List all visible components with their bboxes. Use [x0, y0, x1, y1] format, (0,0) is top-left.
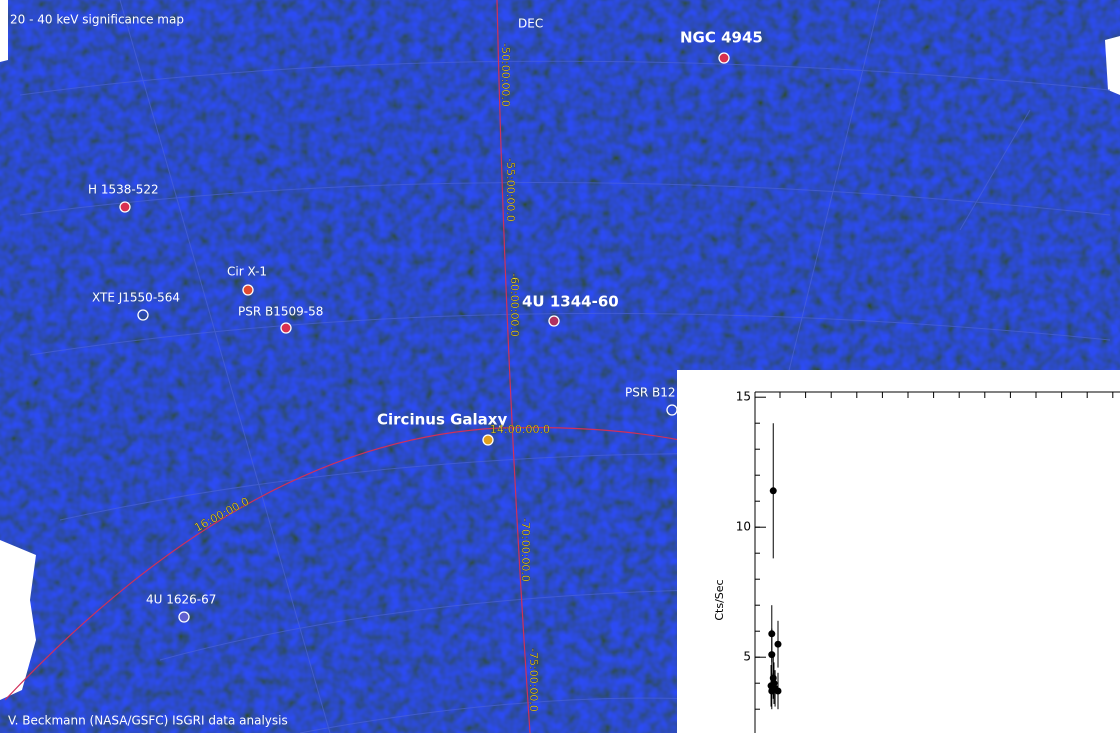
- data-point: [768, 651, 775, 658]
- source-label: H 1538-522: [88, 183, 159, 197]
- grid-label: -70:00:00.0: [519, 518, 532, 582]
- grid-label: -75:00:00.0: [527, 648, 540, 712]
- source-marker: [483, 435, 493, 445]
- grid-label: -60:00:00.0: [508, 273, 521, 337]
- source-marker: [549, 316, 559, 326]
- source-marker: [281, 323, 291, 333]
- data-point: [772, 685, 779, 692]
- axis-label: DEC: [518, 17, 543, 31]
- data-point: [774, 641, 781, 648]
- y-tick-label: 5: [743, 650, 751, 664]
- map-title: 20 - 40 keV significance map: [10, 13, 184, 27]
- source-label: Cir X-1: [227, 265, 267, 279]
- source-marker: [243, 285, 253, 295]
- y-tick-label: 10: [736, 520, 751, 534]
- grid-label: -55:00:00.0: [504, 158, 517, 222]
- source-label: 4U 1344-60: [522, 293, 619, 311]
- inset-background: [677, 370, 1120, 733]
- y-axis-label: Cts/Sec: [713, 579, 726, 620]
- source-label: PSR B12: [625, 386, 676, 400]
- source-label: XTE J1550-564: [92, 291, 180, 305]
- source-label: PSR B1509-58: [238, 305, 323, 319]
- light-curve-inset: 5 10 15 Cts/Sec: [677, 370, 1120, 733]
- data-point: [770, 487, 777, 494]
- screen: 20 - 40 keV significance map DEC V. Beck…: [0, 0, 1120, 733]
- source-marker: [179, 612, 189, 622]
- source-label: NGC 4945: [680, 29, 763, 47]
- credit: V. Beckmann (NASA/GSFC) ISGRI data analy…: [8, 714, 288, 728]
- source-marker: [719, 53, 729, 63]
- grid-label: -50:00:00.0: [499, 43, 512, 107]
- grid-label: 14:00:00.0: [490, 423, 550, 436]
- map-edge: [0, 0, 8, 62]
- source-label: 4U 1626-67: [146, 593, 216, 607]
- source-marker: [120, 202, 130, 212]
- y-tick-label: 15: [736, 390, 751, 404]
- source-label: Circinus Galaxy: [377, 411, 507, 429]
